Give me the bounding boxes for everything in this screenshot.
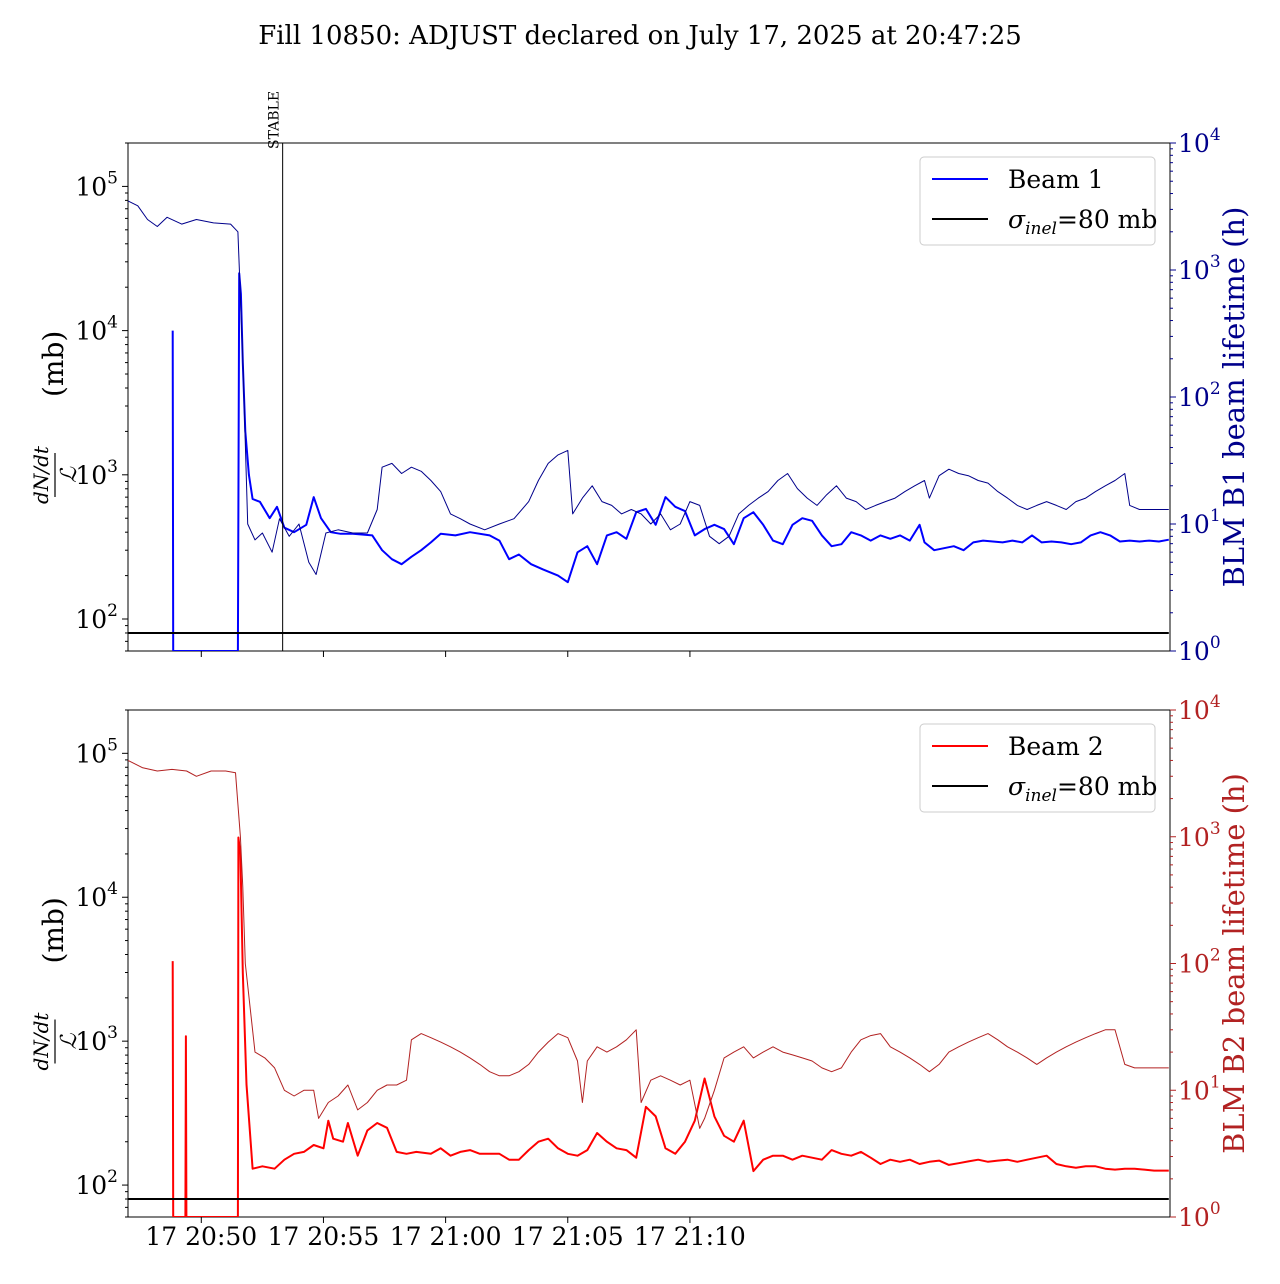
left-tick-label: 105 [75, 735, 118, 768]
legend: Beam 2 σinel=80 mb [919, 723, 1157, 813]
series-line-blm-b1-beam-lifetime [128, 200, 1169, 575]
right-axis-label: BLM B2 beam lifetime (h) [1217, 773, 1251, 1154]
x-tick-label: 17 21:05 [512, 1222, 624, 1251]
x-tick-label: 17 21:00 [390, 1222, 502, 1251]
series-line-blm-b2-beam-lifetime [128, 759, 1169, 1129]
left-axis-label-numerator: dN/dt [29, 445, 53, 504]
right-tick-label: 103 [1178, 819, 1221, 852]
left-tick-label: 102 [75, 601, 118, 634]
legend: Beam 1 σinel=80 mb [919, 156, 1157, 246]
left-axis-label: dN/dt ℒ (mb) [29, 331, 82, 504]
right-tick-label: 101 [1178, 506, 1221, 539]
right-tick-label: 102 [1178, 946, 1221, 979]
legend-label: σinel=80 mb [1008, 205, 1157, 239]
left-axis-label-unit: (mb) [37, 331, 70, 397]
x-tick-label: 17 20:50 [145, 1222, 257, 1251]
left-axis-label-numerator: dN/dt [29, 1012, 53, 1071]
left-tick-label: 102 [75, 1167, 118, 1200]
series-line-beam-1 [171, 272, 1169, 651]
legend-label: σinel=80 mb [1008, 772, 1157, 806]
panel-beam1: 102 103 104 105 100 101 102 103 104 dN/dt ℒ (mb) BLM… [29, 91, 1251, 666]
stable-marker-label: STABLE [267, 91, 283, 149]
left-axis-label-unit: (mb) [37, 897, 70, 963]
figure-title: Fill 10850: ADJUST declared on July 17, … [258, 21, 1022, 51]
right-tick-label: 104 [1178, 125, 1221, 158]
right-axis-label: BLM B1 beam lifetime (h) [1217, 207, 1251, 588]
left-tick-label: 105 [75, 168, 118, 201]
x-tick-label: 17 20:55 [268, 1222, 380, 1251]
series-line-beam-2 [171, 836, 1169, 1217]
left-tick-label: 104 [75, 879, 118, 912]
x-tick-labels: 17 20:50 17 20:55 17 21:00 17 21:05 17 21:10 [145, 1222, 745, 1251]
right-tick-label: 104 [1178, 692, 1221, 725]
left-axis-label: dN/dt ℒ (mb) [29, 897, 82, 1070]
left-axis-label-denominator: ℒ [57, 466, 82, 483]
right-tick-label: 100 [1178, 1199, 1221, 1232]
right-tick-label: 103 [1178, 252, 1221, 285]
legend-label: Beam 1 [1008, 165, 1104, 194]
left-tick-label: 103 [75, 1023, 118, 1056]
panel-beam2: 102 103 104 105 100 101 102 103 104 dN/dt ℒ (mb) BLM… [29, 692, 1251, 1232]
left-tick-label: 103 [75, 457, 118, 490]
left-tick-label: 104 [75, 313, 118, 346]
right-tick-label: 101 [1178, 1072, 1221, 1105]
right-tick-label: 102 [1178, 379, 1221, 412]
legend-label: Beam 2 [1008, 732, 1104, 761]
left-axis-label-denominator: ℒ [57, 1032, 82, 1049]
right-tick-label: 100 [1178, 633, 1221, 666]
x-tick-label: 17 21:10 [634, 1222, 746, 1251]
